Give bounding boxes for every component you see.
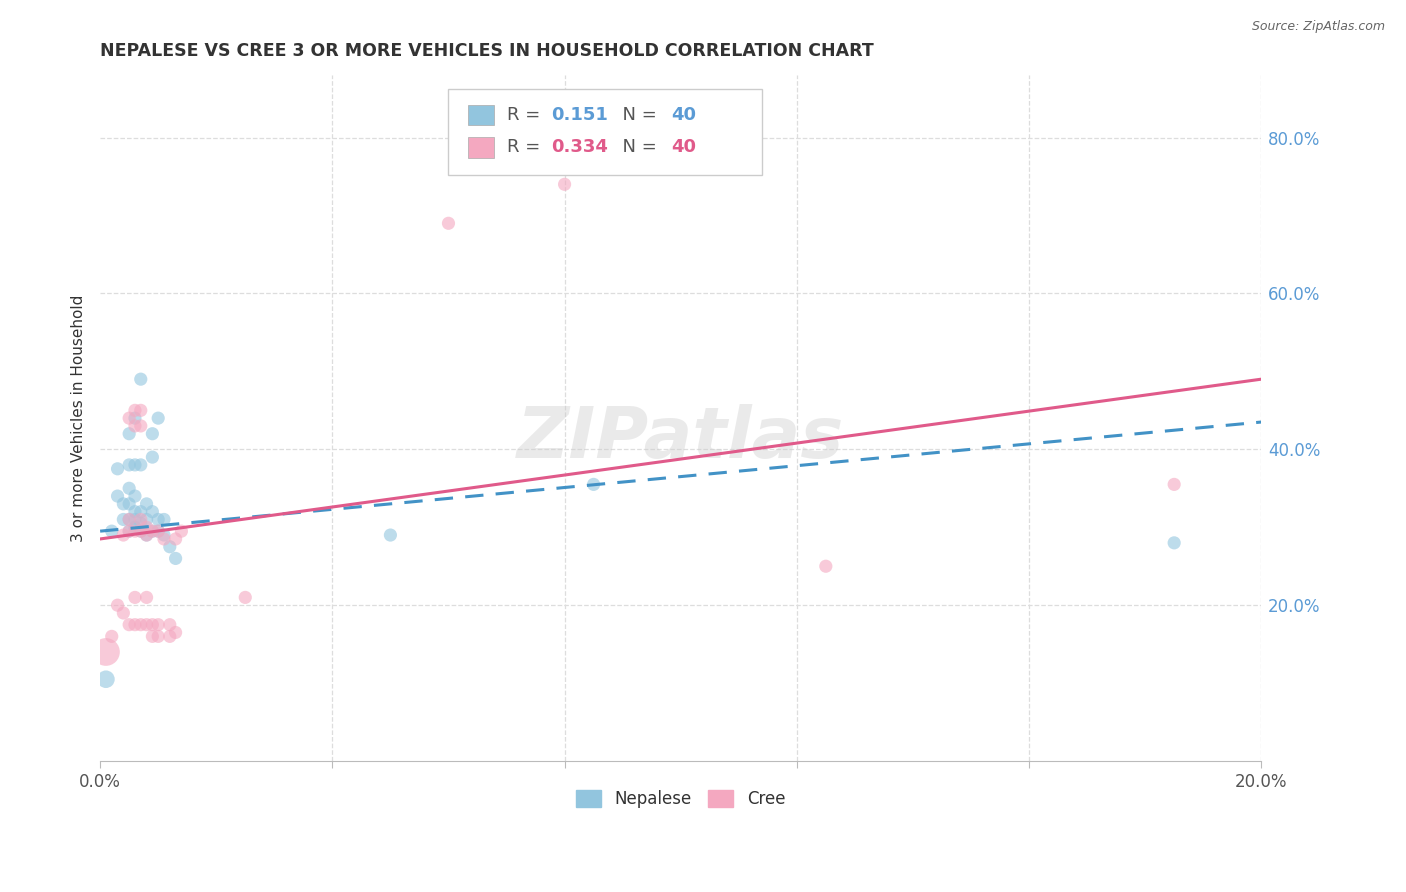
Point [124, 411, 146, 425]
Point [582, 477, 605, 491]
Point [141, 426, 163, 441]
Point [1163, 536, 1185, 550]
Point [118, 524, 141, 538]
Point [129, 516, 152, 531]
Point [159, 617, 181, 632]
Point [135, 528, 157, 542]
Point [94, 672, 117, 686]
Point [129, 403, 152, 417]
Text: 40: 40 [672, 138, 696, 156]
Point [159, 629, 181, 643]
Point [112, 512, 135, 526]
Legend: Nepalese, Cree: Nepalese, Cree [569, 783, 792, 814]
Point [165, 551, 187, 566]
Point [118, 497, 141, 511]
Point [124, 520, 146, 534]
Point [129, 458, 152, 472]
Text: R =: R = [506, 138, 546, 156]
Point [153, 512, 176, 526]
Point [129, 524, 152, 538]
Point [135, 528, 157, 542]
Point [129, 372, 152, 386]
Point [148, 411, 170, 425]
Text: N =: N = [612, 106, 662, 124]
Point [129, 419, 152, 434]
Point [380, 528, 402, 542]
Point [135, 617, 157, 632]
Point [107, 489, 129, 503]
Point [165, 625, 187, 640]
Point [124, 458, 146, 472]
Point [100, 524, 122, 538]
Text: Source: ZipAtlas.com: Source: ZipAtlas.com [1251, 20, 1385, 33]
Point [135, 497, 157, 511]
Point [129, 512, 152, 526]
Point [148, 524, 170, 538]
Point [148, 524, 170, 538]
Text: 40: 40 [672, 106, 696, 124]
Text: N =: N = [612, 138, 662, 156]
Bar [468, 104, 494, 125]
Point [141, 617, 163, 632]
Point [129, 524, 152, 538]
Point [233, 591, 256, 605]
Point [118, 411, 141, 425]
Point [100, 629, 122, 643]
Point [124, 512, 146, 526]
Point [124, 591, 146, 605]
Point [124, 505, 146, 519]
Point [153, 532, 176, 546]
Point [118, 524, 141, 538]
Y-axis label: 3 or more Vehicles in Household: 3 or more Vehicles in Household [72, 294, 86, 541]
Point [141, 524, 163, 538]
Point [141, 629, 163, 643]
Point [148, 512, 170, 526]
Point [153, 528, 176, 542]
Point [124, 489, 146, 503]
Point [118, 512, 141, 526]
Point [118, 481, 141, 495]
Point [124, 419, 146, 434]
Point [165, 532, 187, 546]
Point [141, 524, 163, 538]
Point [124, 524, 146, 538]
Point [814, 559, 837, 574]
Point [107, 462, 129, 476]
Point [118, 617, 141, 632]
Point [107, 598, 129, 612]
Point [135, 591, 157, 605]
FancyBboxPatch shape [449, 89, 762, 175]
Point [124, 403, 146, 417]
Point [112, 528, 135, 542]
Point [148, 617, 170, 632]
Text: 0.334: 0.334 [551, 138, 607, 156]
Point [148, 629, 170, 643]
Point [118, 512, 141, 526]
Point [159, 540, 181, 554]
Point [124, 617, 146, 632]
Point [135, 520, 157, 534]
Point [94, 645, 117, 659]
Point [141, 505, 163, 519]
Point [112, 606, 135, 620]
Text: NEPALESE VS CREE 3 OR MORE VEHICLES IN HOUSEHOLD CORRELATION CHART: NEPALESE VS CREE 3 OR MORE VEHICLES IN H… [100, 42, 875, 60]
Bar [468, 137, 494, 158]
Text: 0.151: 0.151 [551, 106, 607, 124]
Text: R =: R = [506, 106, 546, 124]
Point [141, 450, 163, 464]
Point [135, 512, 157, 526]
Point [554, 178, 576, 192]
Point [1163, 477, 1185, 491]
Point [118, 458, 141, 472]
Point [112, 497, 135, 511]
Point [437, 216, 460, 230]
Text: ZIPatlas: ZIPatlas [517, 404, 845, 474]
Point [170, 524, 193, 538]
Point [118, 426, 141, 441]
Point [129, 505, 152, 519]
Point [129, 617, 152, 632]
